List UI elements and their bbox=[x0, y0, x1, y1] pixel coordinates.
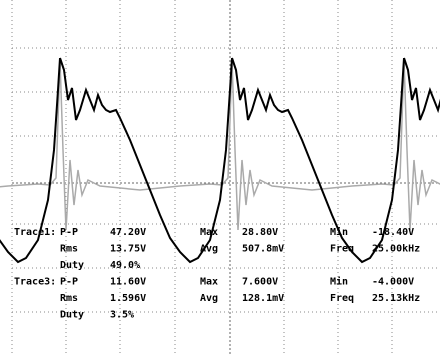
measure-value: 47.20V bbox=[110, 227, 146, 238]
scope-screen: Trace1: P-P 47.20V Max 28.80V Min -18.40V Rms 13… bbox=[0, 0, 440, 356]
measure-label: Freq bbox=[330, 244, 354, 255]
measurement-readout: Trace1: P-P 47.20V Max 28.80V Min -18.40V Rms 13… bbox=[14, 226, 420, 321]
measure-value: 13.75V bbox=[110, 244, 146, 255]
trace-name: Trace3: bbox=[14, 277, 56, 288]
scope-display: Trace1: P-P 47.20V Max 28.80V Min -18.40V Rms 13… bbox=[0, 0, 440, 356]
measure-label: Min bbox=[330, 276, 348, 288]
measure-label: Freq bbox=[330, 293, 354, 304]
measure-label: Duty bbox=[60, 260, 84, 271]
measure-value: -4.000V bbox=[372, 277, 414, 288]
measure-label: Max bbox=[200, 227, 218, 238]
measure-label: Rms bbox=[60, 293, 78, 304]
measure-value: -18.40V bbox=[372, 227, 414, 238]
measure-value: 1.596V bbox=[110, 293, 146, 304]
measure-value: 128.1mV bbox=[242, 293, 284, 304]
measure-label: Avg bbox=[200, 293, 218, 304]
measure-value: 507.8mV bbox=[242, 244, 284, 255]
measure-label: Max bbox=[200, 277, 218, 288]
trace3-wave bbox=[0, 60, 60, 230]
measure-label: P-P bbox=[60, 227, 78, 238]
measure-value: 3.5% bbox=[110, 310, 134, 321]
measure-value: 7.600V bbox=[242, 277, 278, 288]
trace3-wave bbox=[232, 60, 404, 230]
measure-value: 25.00kHz bbox=[372, 244, 420, 255]
measure-value: 49.0% bbox=[110, 260, 140, 271]
trace3-wave bbox=[60, 60, 232, 230]
measure-value: 28.80V bbox=[242, 227, 278, 238]
trace-name: Trace1: bbox=[14, 227, 56, 238]
measure-value: 25.13kHz bbox=[372, 293, 420, 304]
measure-label: Duty bbox=[60, 310, 84, 321]
measure-label: Avg bbox=[200, 244, 218, 255]
measure-value: 11.60V bbox=[110, 277, 146, 288]
measure-label: Min bbox=[330, 226, 348, 238]
measure-label: P-P bbox=[60, 277, 78, 288]
measure-label: Rms bbox=[60, 244, 78, 255]
